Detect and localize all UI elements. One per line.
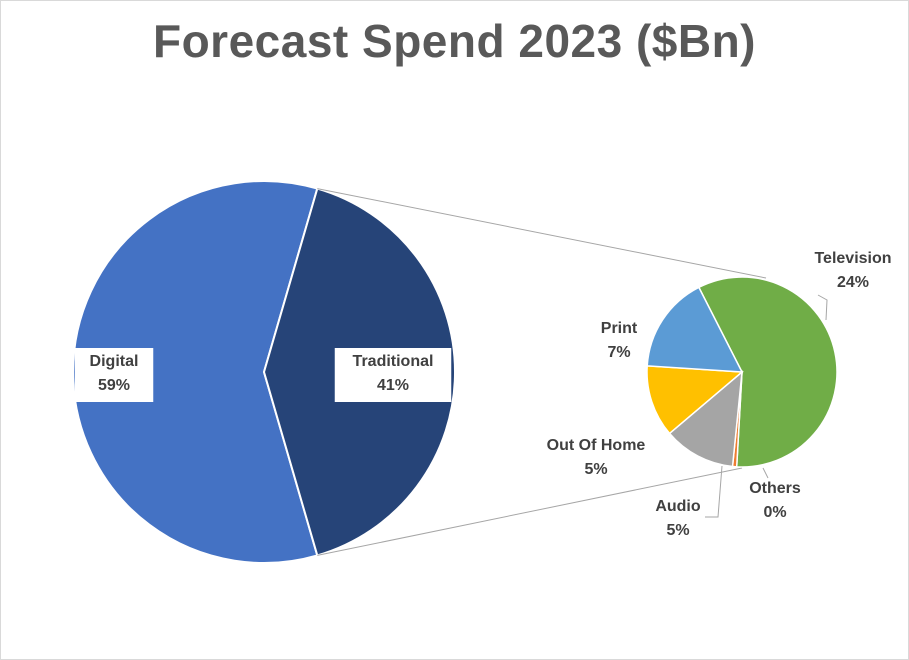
data-label-traditional-background xyxy=(334,348,452,402)
data-label-digital-background xyxy=(74,348,154,402)
data-label-print-category: Print xyxy=(601,320,638,337)
data-label-audio-value: 5% xyxy=(666,522,689,539)
slice-audio xyxy=(668,370,743,468)
chart-title: Forecast Spend 2023 ($Bn) xyxy=(152,15,757,67)
data-label-out-of-home: Out Of Home 5% xyxy=(547,437,646,478)
slice-print xyxy=(646,286,744,373)
leader-line-television xyxy=(817,294,828,321)
data-label-others: Others 0% xyxy=(749,480,801,521)
data-label-others-value: 0% xyxy=(763,504,786,521)
data-label-print: Print 7% xyxy=(601,320,638,361)
data-label-audio: Audio 5% xyxy=(655,498,701,539)
data-label-digital: Digital 59% xyxy=(74,348,154,402)
data-label-traditional-category: Traditional xyxy=(353,353,434,370)
connector-line-top xyxy=(317,188,767,279)
slice-digital xyxy=(72,180,319,564)
data-label-digital-value: 59% xyxy=(98,377,130,394)
data-label-others-category: Others xyxy=(749,480,801,497)
slice-television xyxy=(697,276,838,468)
data-label-television-value: 24% xyxy=(837,274,869,291)
data-label-audio-category: Audio xyxy=(655,498,701,515)
data-label-traditional: Traditional 41% xyxy=(334,348,452,402)
leader-line-others xyxy=(762,467,769,479)
slice-out-of-home xyxy=(646,365,744,435)
data-label-digital-category: Digital xyxy=(90,353,139,370)
data-label-print-value: 7% xyxy=(607,344,630,361)
connector-line-bottom xyxy=(317,467,743,556)
leader-line-audio xyxy=(705,465,723,518)
data-label-television-category: Television xyxy=(814,250,891,267)
data-label-television: Television 24% xyxy=(814,250,891,291)
data-label-out-of-home-value: 5% xyxy=(584,461,607,478)
data-label-out-of-home-category: Out Of Home xyxy=(547,437,646,454)
data-label-traditional-value: 41% xyxy=(377,377,409,394)
